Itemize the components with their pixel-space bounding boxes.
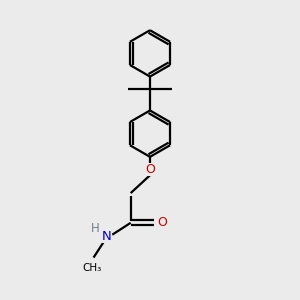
- Text: H: H: [91, 222, 100, 235]
- Text: O: O: [157, 216, 167, 229]
- Text: O: O: [145, 163, 155, 176]
- Text: CH₃: CH₃: [82, 263, 102, 273]
- Text: N: N: [102, 230, 112, 243]
